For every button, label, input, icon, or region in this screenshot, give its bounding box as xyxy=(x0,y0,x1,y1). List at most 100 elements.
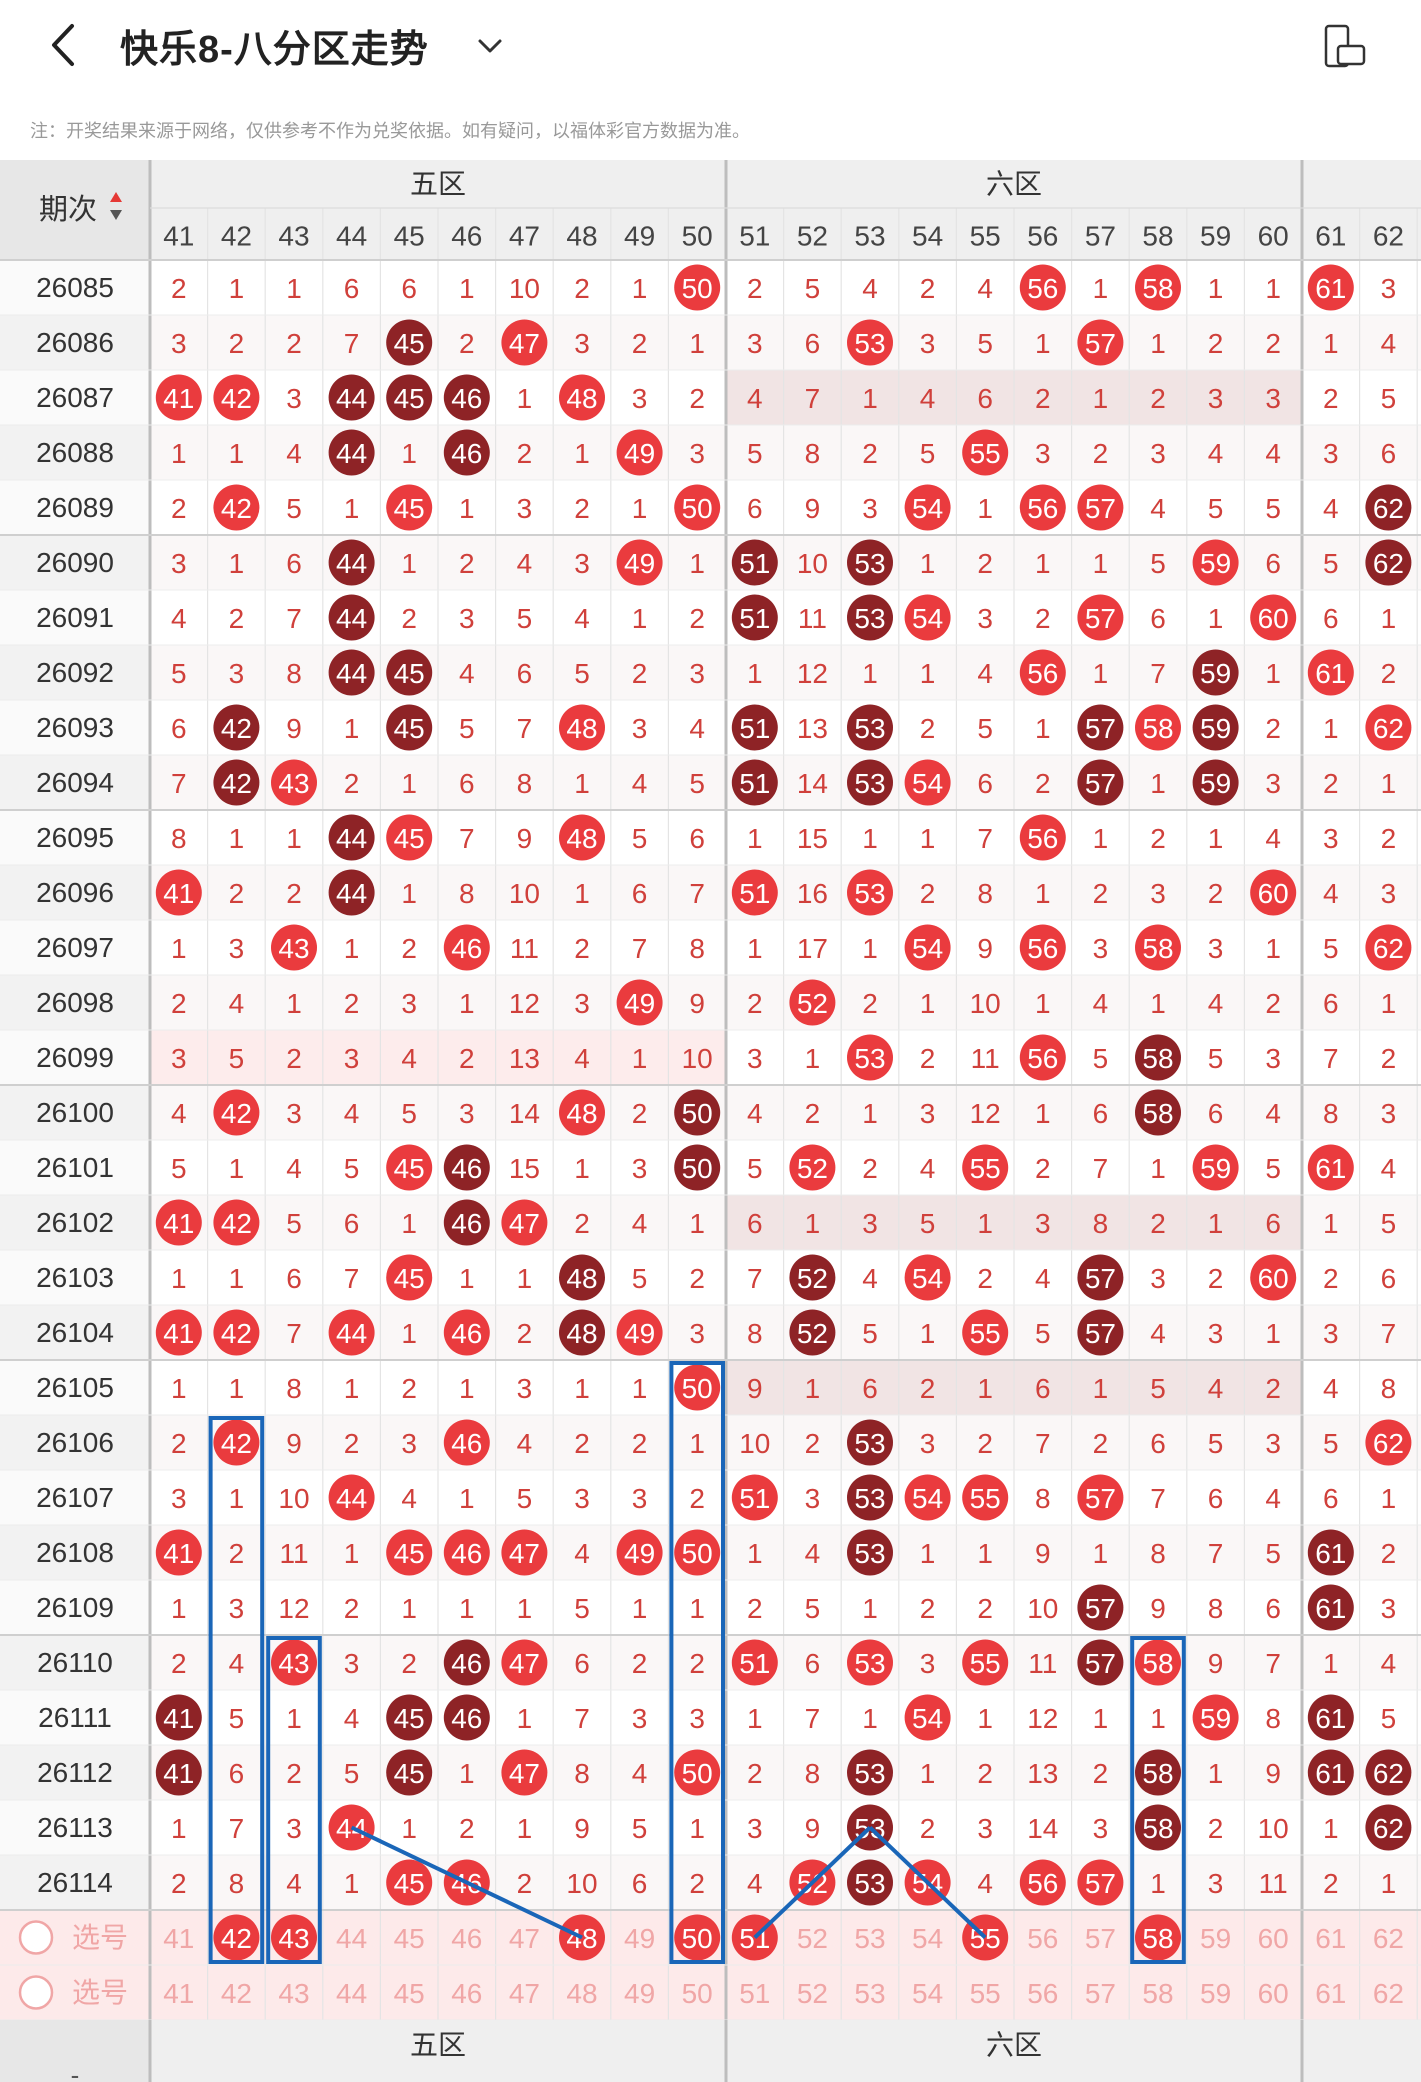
ball-number: 62 xyxy=(1373,1758,1404,1789)
select-number: 54 xyxy=(912,1978,943,2009)
miss-count: 5 xyxy=(632,823,648,854)
miss-count: 7 xyxy=(1035,1428,1051,1459)
period-cell xyxy=(0,1305,150,1360)
ball-circle xyxy=(847,1639,893,1686)
ball-circle xyxy=(386,374,433,421)
miss-count: 3 xyxy=(689,438,705,469)
miss-count: 1 xyxy=(1035,988,1051,1019)
ball-circle xyxy=(962,1144,1009,1191)
miss-count: 3 xyxy=(862,493,878,524)
miss-count: 10 xyxy=(970,988,1001,1019)
column-header: 45 xyxy=(394,221,425,252)
ball-number: 46 xyxy=(451,1153,482,1184)
miss-count: 1 xyxy=(1150,1703,1166,1734)
miss-count: 2 xyxy=(286,878,302,909)
miss-count: 1 xyxy=(171,1373,187,1404)
winning-number-ball: 51 xyxy=(731,539,778,586)
miss-count: 2 xyxy=(1265,988,1281,1019)
table-row xyxy=(150,1085,1421,1140)
winning-number-ball: 54 xyxy=(904,924,951,971)
sort-up-icon[interactable] xyxy=(110,192,122,202)
rotate-screen-button[interactable] xyxy=(1320,22,1370,72)
miss-count: 2 xyxy=(1323,1868,1339,1899)
period-cell xyxy=(0,260,150,315)
select-number: 59 xyxy=(1200,1978,1231,2009)
ball-number: 59 xyxy=(1200,1703,1231,1734)
ball-number: 44 xyxy=(336,548,367,579)
select-radio[interactable] xyxy=(18,1920,54,1955)
miss-count: 6 xyxy=(229,1758,245,1789)
sort-down-icon[interactable] xyxy=(110,210,122,220)
miss-count: 1 xyxy=(344,493,360,524)
miss-count: 13 xyxy=(509,1043,540,1074)
period-cell xyxy=(0,755,150,810)
miss-count: 3 xyxy=(1265,768,1281,799)
page-title[interactable]: 快乐8-八分区走势 xyxy=(120,29,429,71)
ball-number: 51 xyxy=(739,878,770,909)
miss-count: 1 xyxy=(344,1868,360,1899)
winning-number-ball: 50 xyxy=(674,1529,721,1576)
ball-number: 41 xyxy=(163,1758,194,1789)
back-button[interactable] xyxy=(38,20,88,70)
miss-count: 1 xyxy=(1035,548,1051,579)
zone-header: 六区 xyxy=(986,169,1042,200)
miss-count: 6 xyxy=(286,1263,302,1294)
miss-count: 8 xyxy=(517,768,533,799)
ball-number: 44 xyxy=(336,878,367,909)
miss-count: 5 xyxy=(1265,1538,1281,1569)
ball-number: 53 xyxy=(854,1648,885,1679)
picked-number-ball[interactable]: 50 xyxy=(674,1914,721,1961)
miss-count: 6 xyxy=(1323,603,1339,634)
title-dropdown-button[interactable] xyxy=(472,28,508,64)
miss-count: 3 xyxy=(459,1098,475,1129)
miss-count: 7 xyxy=(517,713,533,744)
ball-circle xyxy=(1135,1089,1181,1136)
picked-number-ball[interactable]: 43 xyxy=(271,1914,317,1961)
ball-number: 54 xyxy=(912,1483,943,1514)
ball-number: 50 xyxy=(682,1923,713,1954)
ball-circle xyxy=(731,759,778,806)
ball-number: 45 xyxy=(394,1263,425,1294)
ball-number: 45 xyxy=(394,658,425,689)
miss-count: 1 xyxy=(862,933,878,964)
ball-number: 53 xyxy=(854,713,885,744)
miss-count: 5 xyxy=(171,658,187,689)
miss-count: 3 xyxy=(1265,1043,1281,1074)
miss-count: 1 xyxy=(1093,658,1109,689)
ball-number: 58 xyxy=(1142,1043,1173,1074)
ball-circle xyxy=(1307,264,1354,311)
ball-circle xyxy=(1077,1859,1124,1906)
ball-circle xyxy=(1307,1749,1354,1796)
winning-number-ball: 45 xyxy=(386,814,433,861)
ball-number: 60 xyxy=(1258,878,1289,909)
miss-count: 2 xyxy=(689,1483,705,1514)
miss-count: 9 xyxy=(977,933,993,964)
winning-number-ball: 46 xyxy=(443,924,490,971)
miss-count: 2 xyxy=(1323,383,1339,414)
miss-count: 3 xyxy=(920,1098,936,1129)
period-cell xyxy=(0,1250,150,1305)
winning-number-ball: 59 xyxy=(1192,704,1239,751)
ball-circle xyxy=(616,1529,663,1576)
miss-count: 3 xyxy=(920,1428,936,1459)
miss-count: 4 xyxy=(747,383,763,414)
ball-circle xyxy=(904,759,951,806)
ball-number: 57 xyxy=(1085,493,1116,524)
ball-circle xyxy=(1077,704,1124,751)
ball-number: 55 xyxy=(970,438,1001,469)
miss-count: 6 xyxy=(1093,1098,1109,1129)
miss-count: 3 xyxy=(1208,383,1224,414)
miss-count: 5 xyxy=(1323,933,1339,964)
select-radio[interactable] xyxy=(18,1975,54,2010)
miss-count: 4 xyxy=(286,1153,302,1184)
ball-number: 41 xyxy=(163,1208,194,1239)
picked-number-ball[interactable]: 42 xyxy=(213,1914,260,1961)
ball-circle xyxy=(1077,1584,1124,1631)
miss-count: 3 xyxy=(1208,933,1224,964)
miss-count: 5 xyxy=(574,1593,590,1624)
miss-count: 1 xyxy=(747,658,763,689)
picked-number-ball[interactable]: 58 xyxy=(1135,1914,1181,1961)
miss-count: 9 xyxy=(1208,1648,1224,1679)
ball-circle xyxy=(1135,264,1181,311)
